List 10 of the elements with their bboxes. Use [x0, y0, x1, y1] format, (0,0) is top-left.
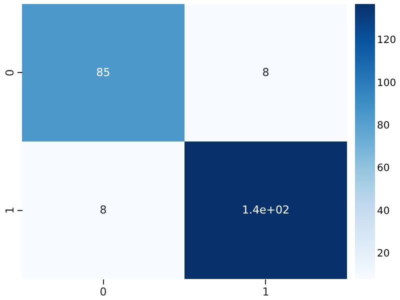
data-label: 8	[262, 66, 270, 79]
data-label: 8	[100, 203, 107, 216]
color-bar-label: 20	[377, 248, 390, 260]
data-label: 1.4e+02	[242, 203, 290, 216]
color-bar-label: 80	[377, 120, 390, 132]
color-bar-label: 60	[377, 163, 390, 174]
color-bar-label: 40	[377, 206, 390, 217]
data-label: 85	[96, 66, 110, 79]
color-bar-label: 120	[377, 35, 396, 46]
color-bar-label: 100	[377, 78, 396, 89]
